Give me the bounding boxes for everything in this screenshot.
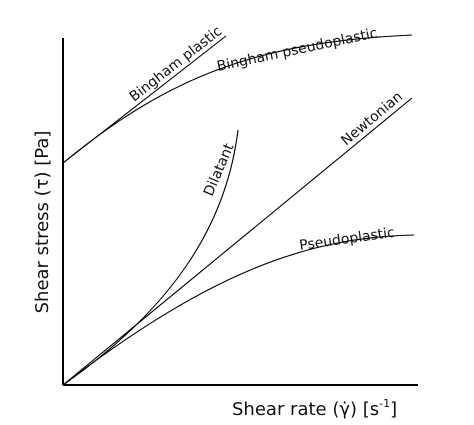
curve-dilatant (62, 129, 239, 386)
label-bingham-plastic: Bingham plastic (127, 23, 226, 105)
y-axis-label: Shear stress (τ) [Pa] (32, 131, 53, 314)
curve-pseudoplastic (62, 234, 415, 386)
curve-bingham-pseudoplastic (62, 34, 413, 164)
x-axis-label-exponent: -1 (379, 397, 390, 410)
x-axis-label-close: ] (390, 399, 397, 420)
label-newtonian: Newtonian (338, 89, 406, 149)
curve-newtonian (62, 97, 413, 386)
x-axis-label: Shear rate (γ̇) [s-1] (232, 397, 397, 420)
label-dilatant: Dilatant (201, 141, 238, 199)
label-bingham-pseudoplastic: Bingham pseudoplastic (216, 25, 379, 75)
label-pseudoplastic: Pseudoplastic (298, 225, 395, 254)
x-axis-label-main: Shear rate (γ̇) [s (232, 399, 379, 420)
